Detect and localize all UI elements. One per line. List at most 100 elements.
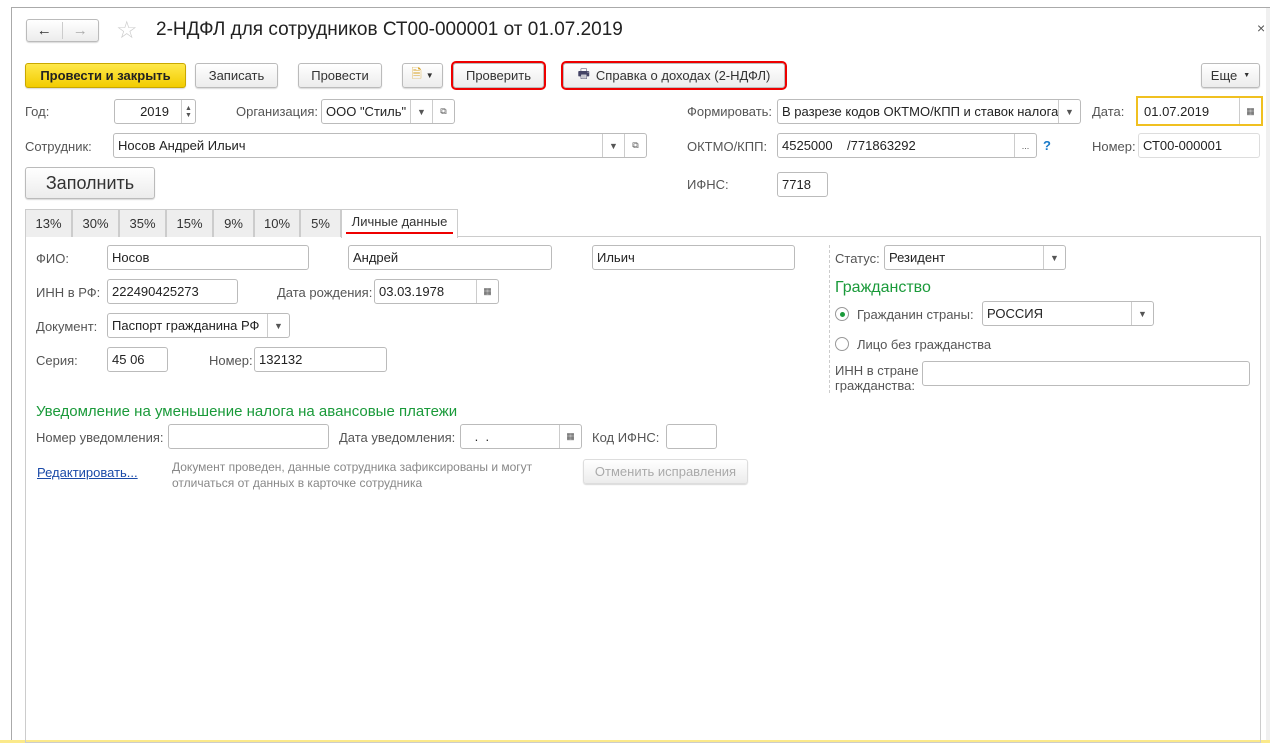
inn-field[interactable]: 222490425273 — [107, 279, 238, 304]
chevron-down-icon: ▼ — [425, 71, 434, 80]
birth-value: 03.03.1978 — [379, 284, 445, 299]
org-value: ООО "Стиль" — [326, 104, 407, 119]
document-label: Документ: — [36, 319, 98, 334]
year-value: 2019 — [140, 104, 169, 119]
dropdown-icon[interactable]: ▼ — [602, 134, 624, 157]
oktmo-value: 4525000 /771863292 — [782, 138, 916, 153]
certificate-label: Справка о доходах (2-НДФЛ) — [595, 68, 771, 83]
cancel-fix-button[interactable]: Отменить исправления — [583, 459, 748, 484]
employee-field[interactable]: Носов Андрей Ильич ▼ ⧉ — [113, 133, 647, 158]
tab-35[interactable]: 35% — [119, 209, 166, 237]
open-icon[interactable]: ⧉ — [432, 100, 454, 123]
dropdown-icon[interactable]: ▼ — [267, 314, 289, 337]
tab-10[interactable]: 10% — [254, 209, 300, 237]
notice-number-label: Номер уведомления: — [36, 430, 164, 445]
oktmo-field[interactable]: 4525000 /771863292... — [777, 133, 1037, 158]
birth-date-field[interactable]: 03.03.1978 ▦ — [374, 279, 499, 304]
open-icon[interactable]: ⧉ — [624, 134, 646, 157]
close-icon[interactable]: × — [1257, 20, 1266, 36]
bottom-bar — [0, 740, 1270, 743]
inn-foreign-label: ИНН в стране гражданства: — [835, 363, 919, 393]
favorite-star-icon[interactable]: ☆ — [116, 17, 138, 44]
tab-30[interactable]: 30% — [72, 209, 119, 237]
tab-9[interactable]: 9% — [213, 209, 254, 237]
scrollbar[interactable] — [1266, 8, 1270, 743]
notice-date-label: Дата уведомления: — [339, 430, 456, 445]
year-label: Год: — [25, 104, 50, 119]
page-title: 2-НДФЛ для сотрудников СТ00-000001 от 01… — [156, 19, 623, 40]
doc-number-field[interactable]: 132132 — [254, 347, 387, 372]
notice-number-field[interactable] — [168, 424, 329, 449]
document-field[interactable]: Паспорт гражданина РФ ▼ — [107, 313, 290, 338]
date-field[interactable]: 01.07.2019 ▦ — [1136, 96, 1263, 126]
citizenship-title: Гражданство — [835, 279, 931, 296]
country-value: РОССИЯ — [987, 306, 1044, 321]
printer-icon: 🖶 — [577, 65, 590, 81]
dropdown-icon[interactable]: ▼ — [1058, 100, 1080, 123]
number-field[interactable]: СТ00-000001 — [1138, 133, 1260, 158]
dropdown-icon[interactable]: ▼ — [1131, 302, 1153, 325]
employee-label: Сотрудник: — [25, 139, 92, 154]
citizen-radio[interactable] — [835, 307, 849, 321]
citizen-label: Гражданин страны: — [857, 307, 974, 322]
form-value: В разрезе кодов ОКТМО/КПП и ставок налог… — [782, 104, 1059, 119]
document-window — [11, 7, 1270, 743]
date-value: 01.07.2019 — [1144, 103, 1210, 119]
notice-title: Уведомление на уменьшение налога на аван… — [36, 403, 458, 420]
tab-5[interactable]: 5% — [300, 209, 341, 237]
radio-dot-icon — [839, 311, 845, 317]
dropdown-icon[interactable]: ▼ — [410, 100, 432, 123]
status-label: Статус: — [835, 251, 880, 266]
calendar-icon[interactable]: ▦ — [1239, 98, 1261, 124]
forward-arrow-icon[interactable]: → — [72, 22, 88, 39]
year-field[interactable]: 2019 ▲ ▼ — [114, 99, 196, 124]
last-name-field[interactable]: Носов — [107, 245, 309, 270]
inn-label: ИНН в РФ: — [36, 285, 101, 300]
form-field[interactable]: В разрезе кодов ОКТМО/КПП и ставок налог… — [777, 99, 1081, 124]
tab-label: Личные данные — [345, 214, 454, 234]
doc-number-label: Номер: — [209, 353, 253, 368]
ifns-field[interactable]: 7718 — [777, 172, 828, 197]
edit-link[interactable]: Редактировать... — [37, 465, 138, 480]
info-text: Документ проведен, данные сотрудника заф… — [172, 460, 533, 490]
status-value: Резидент — [889, 250, 946, 265]
notice-date-field[interactable]: . . ▦ — [460, 424, 582, 449]
calendar-icon[interactable]: ▦ — [476, 280, 498, 303]
tab-15[interactable]: 15% — [166, 209, 213, 237]
post-and-close-button[interactable]: Провести и закрыть — [25, 63, 186, 88]
notice-ifns-field[interactable] — [666, 424, 717, 449]
series-label: Серия: — [36, 353, 78, 368]
tab-13[interactable]: 13% — [25, 209, 72, 237]
notice-date-value: . . — [471, 429, 490, 444]
fill-button[interactable]: Заполнить — [25, 167, 155, 199]
form-label: Формировать: — [687, 104, 773, 119]
calendar-icon[interactable]: ▦ — [559, 425, 581, 448]
oktmo-label: ОКТМО/КПП: — [687, 139, 768, 154]
ifns-label: ИФНС: — [687, 177, 729, 192]
fio-label: ФИО: — [36, 251, 69, 266]
document-icon: 🗎 — [411, 65, 422, 81]
birth-label: Дата рождения: — [277, 285, 373, 300]
tab-personal-data[interactable]: Личные данные — [341, 209, 458, 238]
help-link[interactable]: ? — [1043, 138, 1051, 153]
inn-foreign-field[interactable] — [922, 361, 1250, 386]
related-docs-button[interactable]: 🗎 ▼ — [402, 63, 443, 88]
income-certificate-button[interactable]: 🖶 Справка о доходах (2-НДФЛ) — [561, 61, 787, 90]
stateless-radio[interactable] — [835, 337, 849, 351]
post-button[interactable]: Провести — [298, 63, 382, 88]
check-button[interactable]: Проверить — [451, 61, 546, 90]
middle-name-field[interactable]: Ильич — [592, 245, 795, 270]
series-field[interactable]: 45 06 — [107, 347, 168, 372]
date-label: Дата: — [1092, 104, 1125, 119]
dropdown-icon[interactable]: ▼ — [1043, 246, 1065, 269]
more-button[interactable]: Еще ▼ — [1201, 63, 1260, 88]
back-arrow-icon[interactable]: ← — [27, 22, 63, 39]
document-value: Паспорт гражданина РФ — [112, 318, 260, 333]
first-name-field[interactable]: Андрей — [348, 245, 552, 270]
org-field[interactable]: ООО "Стиль" ▼ ⧉ — [321, 99, 455, 124]
select-ellipsis-icon[interactable]: ... — [1014, 134, 1036, 157]
status-field[interactable]: Резидент ▼ — [884, 245, 1066, 270]
country-field[interactable]: РОССИЯ ▼ — [982, 301, 1154, 326]
save-button[interactable]: Записать — [195, 63, 278, 88]
year-spinner-icon[interactable]: ▲ ▼ — [181, 100, 195, 123]
